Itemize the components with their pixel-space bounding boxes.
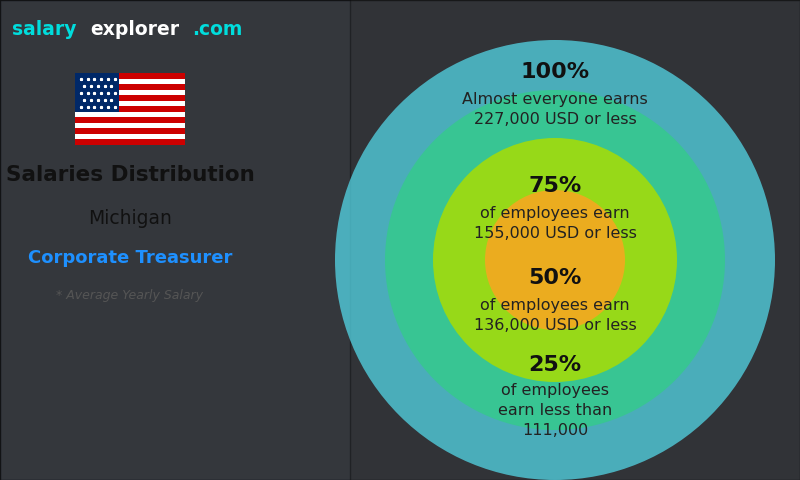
Text: of employees earn
136,000 USD or less: of employees earn 136,000 USD or less xyxy=(474,298,636,333)
Text: .com: .com xyxy=(192,20,242,39)
Text: 75%: 75% xyxy=(528,176,582,196)
Bar xyxy=(75,73,185,145)
Bar xyxy=(75,101,185,106)
Bar xyxy=(75,123,185,128)
Bar xyxy=(75,90,185,95)
Circle shape xyxy=(433,138,677,382)
Bar xyxy=(75,73,119,112)
Text: 25%: 25% xyxy=(529,355,582,375)
Bar xyxy=(75,134,185,140)
Bar xyxy=(75,112,185,117)
Text: 50%: 50% xyxy=(528,268,582,288)
Text: 100%: 100% xyxy=(521,62,590,82)
Text: of employees
earn less than
111,000: of employees earn less than 111,000 xyxy=(498,383,612,438)
Circle shape xyxy=(385,90,725,430)
Text: salary: salary xyxy=(12,20,77,39)
Bar xyxy=(75,79,185,84)
Text: * Average Yearly Salary: * Average Yearly Salary xyxy=(57,288,203,301)
Text: Michigan: Michigan xyxy=(88,208,172,228)
Circle shape xyxy=(485,190,625,330)
FancyBboxPatch shape xyxy=(0,0,350,480)
Circle shape xyxy=(335,40,775,480)
Text: Almost everyone earns
227,000 USD or less: Almost everyone earns 227,000 USD or les… xyxy=(462,92,648,127)
Text: of employees earn
155,000 USD or less: of employees earn 155,000 USD or less xyxy=(474,206,637,241)
Text: Salaries Distribution: Salaries Distribution xyxy=(6,165,254,185)
Text: Corporate Treasurer: Corporate Treasurer xyxy=(28,249,232,267)
Text: explorer: explorer xyxy=(90,20,179,39)
